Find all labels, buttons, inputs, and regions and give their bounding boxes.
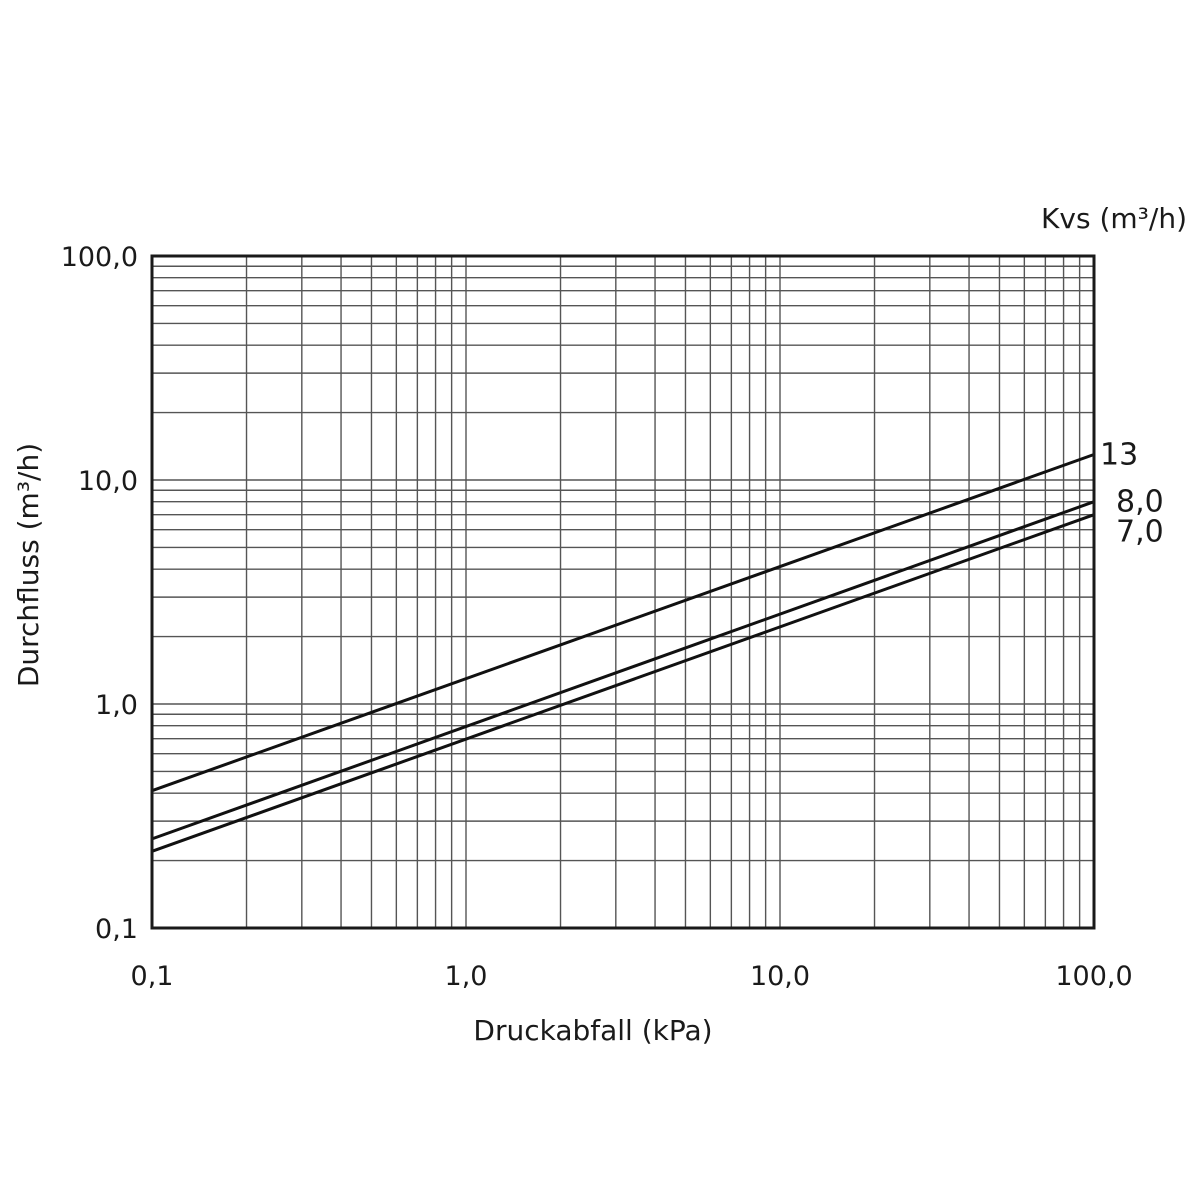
- series-label: 8,0: [1116, 485, 1164, 520]
- x-axis-label: Druckabfall (kPa): [473, 1014, 712, 1047]
- y-tick-label: 10,0: [78, 466, 138, 497]
- x-tick-label: 100,0: [1055, 961, 1132, 992]
- series-labels: 13 8,07,0: [1100, 437, 1164, 549]
- series-line-3: [151, 513, 1095, 853]
- x-tick-label: 0,1: [131, 961, 174, 992]
- series-line-2: [151, 500, 1095, 841]
- y-tick-label: 0,1: [95, 914, 138, 945]
- legend-title: Kvs (m³/h): [1041, 202, 1187, 235]
- grid: [152, 256, 1094, 928]
- tick-labels: 0,1 1,0 10,0 100,0 0,1 1,0 10,0 100,0: [61, 242, 1133, 992]
- series-line-1: [151, 453, 1095, 793]
- series-lines: [151, 453, 1095, 853]
- series-label: 7,0: [1116, 515, 1164, 550]
- series-label: 13: [1100, 437, 1138, 472]
- plot-frame: [150, 254, 1096, 930]
- x-tick-label: 10,0: [750, 961, 810, 992]
- y-tick-label: 1,0: [95, 690, 138, 721]
- y-tick-label: 100,0: [61, 242, 138, 273]
- y-axis-label: Durchfluss (m³/h): [12, 443, 45, 687]
- x-tick-label: 1,0: [445, 961, 488, 992]
